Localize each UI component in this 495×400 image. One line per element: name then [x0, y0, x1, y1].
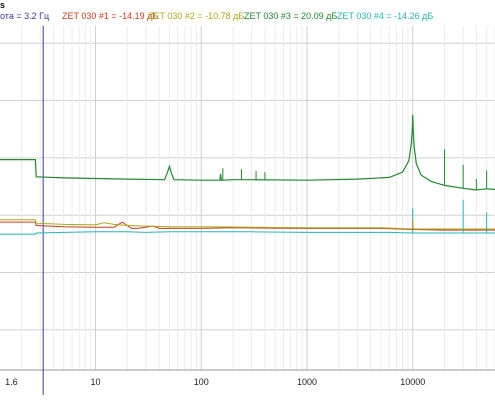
legend-header: s ота = 3.2 Гц ZET 030 #1 = -14.19 дБ ZE…	[0, 0, 433, 21]
legend-channel-4[interactable]: ZET 030 #4 = -14.26 дБ	[337, 11, 433, 21]
corner-mark: s	[0, 0, 5, 10]
legend-channel-2[interactable]: ZET 030 #2 = -10.78 дБ	[148, 11, 244, 21]
series-line-2	[0, 221, 495, 231]
x-tick-label-3: 1000	[297, 377, 317, 387]
legend-channel-1[interactable]: ZET 030 #1 = -14.19 дБ	[62, 11, 158, 21]
x-axis: 1.6 10 100 1000 10000	[5, 377, 425, 387]
series-line-3	[0, 219, 495, 230]
series-line-1	[0, 114, 495, 191]
x-tick-label-0: 1.6	[5, 377, 18, 387]
legend-channel-3[interactable]: ZET 030 #3 = 20.09 дБ	[244, 11, 337, 21]
cursor-readout: ота = 3.2 Гц	[0, 11, 49, 21]
grid	[0, 26, 495, 371]
x-tick-label-4: 10000	[400, 377, 425, 387]
series-layer	[0, 114, 495, 235]
x-tick-label-2: 100	[194, 377, 209, 387]
series-line-4	[0, 231, 495, 235]
x-tick-label-1: 10	[90, 377, 100, 387]
